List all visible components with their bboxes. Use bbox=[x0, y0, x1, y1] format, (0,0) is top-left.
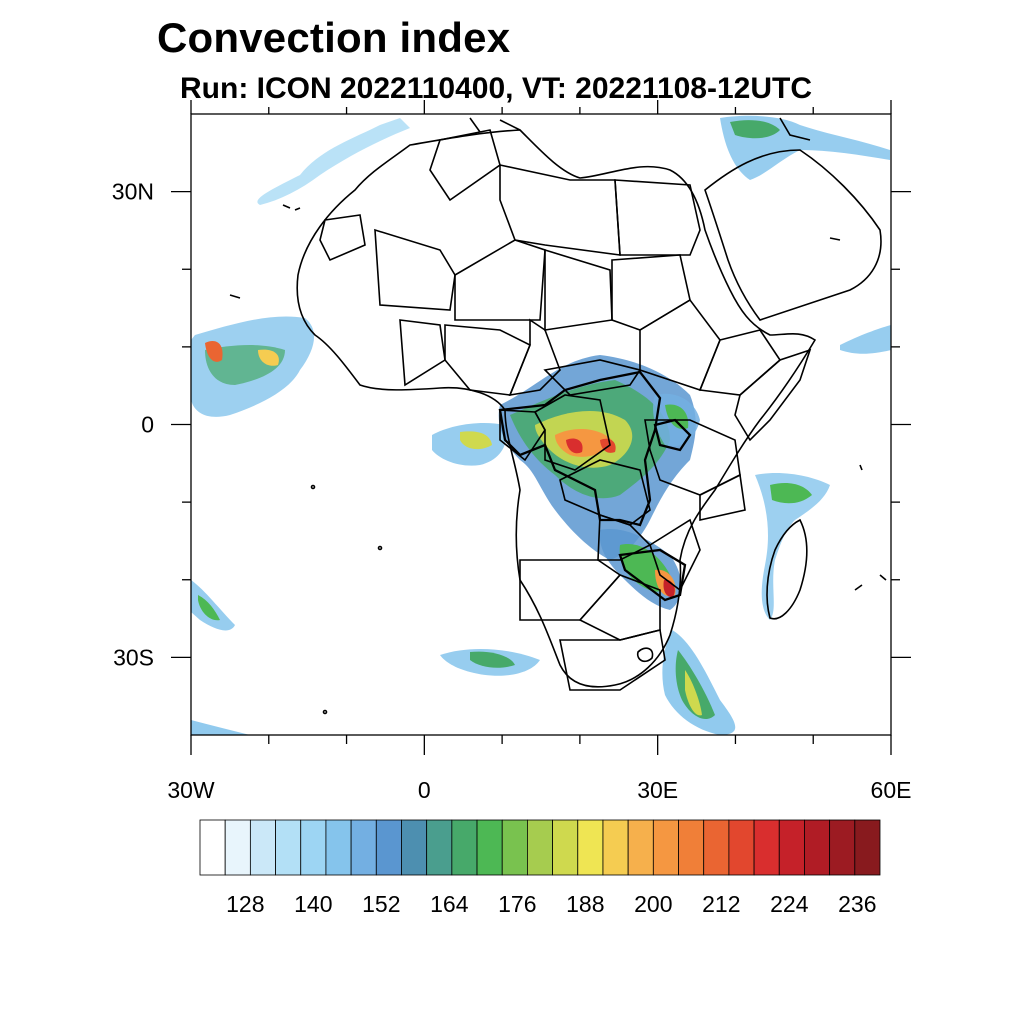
colorbar-box bbox=[753, 819, 780, 876]
colorbar-box bbox=[426, 819, 453, 876]
colorbar-box bbox=[703, 819, 730, 876]
x-tick-label: 0 bbox=[418, 777, 431, 803]
colorbar-labels: 128 140 152 164 176 188 200 212 224 236 bbox=[226, 891, 876, 917]
colorbar-label: 128 bbox=[226, 891, 264, 917]
colorbar-box bbox=[375, 819, 402, 876]
y-tick-label: 30N bbox=[112, 179, 154, 205]
convection-north-atlantic-band bbox=[257, 118, 410, 205]
colorbar-box bbox=[804, 819, 831, 876]
madagascar-coast bbox=[766, 518, 808, 620]
convection-field-layer bbox=[191, 115, 891, 735]
colorbar-box bbox=[627, 819, 654, 876]
colorbar-box bbox=[224, 819, 251, 876]
colorbar-label: 188 bbox=[566, 891, 604, 917]
y-tick-label: 0 bbox=[141, 412, 154, 438]
colorbar-box bbox=[829, 819, 856, 876]
colorbar-box bbox=[728, 819, 755, 876]
colorbar-label: 212 bbox=[702, 891, 740, 917]
colorbar-box bbox=[275, 819, 302, 876]
colorbar-box bbox=[199, 819, 226, 876]
colorbar bbox=[199, 819, 881, 876]
colorbar-box bbox=[249, 819, 276, 876]
colorbar-box bbox=[854, 819, 881, 876]
chart-subtitle: Run: ICON 2022110400, VT: 20221108-12UTC bbox=[180, 72, 813, 105]
colorbar-box bbox=[501, 819, 528, 876]
colorbar-label: 164 bbox=[430, 891, 469, 917]
colorbar-label: 224 bbox=[770, 891, 809, 917]
chart-title: Convection index bbox=[157, 14, 511, 61]
x-tick-label: 60E bbox=[871, 777, 912, 803]
convection-madagascar bbox=[755, 473, 830, 620]
colorbar-label: 236 bbox=[838, 891, 876, 917]
colorbar-box bbox=[527, 819, 553, 876]
axis-labels: 30W 0 30E 60E 30N 0 30S bbox=[112, 179, 912, 803]
colorbar-box bbox=[300, 819, 327, 876]
colorbar-label: 152 bbox=[362, 891, 400, 917]
arabia-coast bbox=[704, 149, 882, 321]
colorbar-box bbox=[602, 819, 629, 876]
colorbar-box bbox=[552, 819, 579, 876]
colorbar-box bbox=[350, 819, 377, 876]
colorbar-box bbox=[678, 819, 705, 876]
colorbar-label: 176 bbox=[498, 891, 536, 917]
colorbar-label: 140 bbox=[294, 891, 332, 917]
africa-coastline bbox=[296, 129, 817, 688]
colorbar-box bbox=[652, 819, 679, 876]
colorbar-box bbox=[577, 819, 604, 876]
colorbar-label: 200 bbox=[634, 891, 672, 917]
x-tick-label: 30E bbox=[637, 777, 678, 803]
colorbar-box bbox=[325, 819, 352, 876]
convection-somalia-offshore bbox=[840, 325, 891, 354]
axis-ticks bbox=[171, 100, 911, 755]
y-tick-label: 30S bbox=[113, 644, 154, 670]
colorbar-box bbox=[451, 819, 478, 876]
colorbar-box bbox=[476, 819, 503, 876]
x-tick-label: 30W bbox=[167, 777, 215, 803]
colorbar-box bbox=[401, 819, 428, 876]
coastlines-and-borders bbox=[229, 117, 887, 715]
colorbar-box bbox=[778, 819, 805, 876]
